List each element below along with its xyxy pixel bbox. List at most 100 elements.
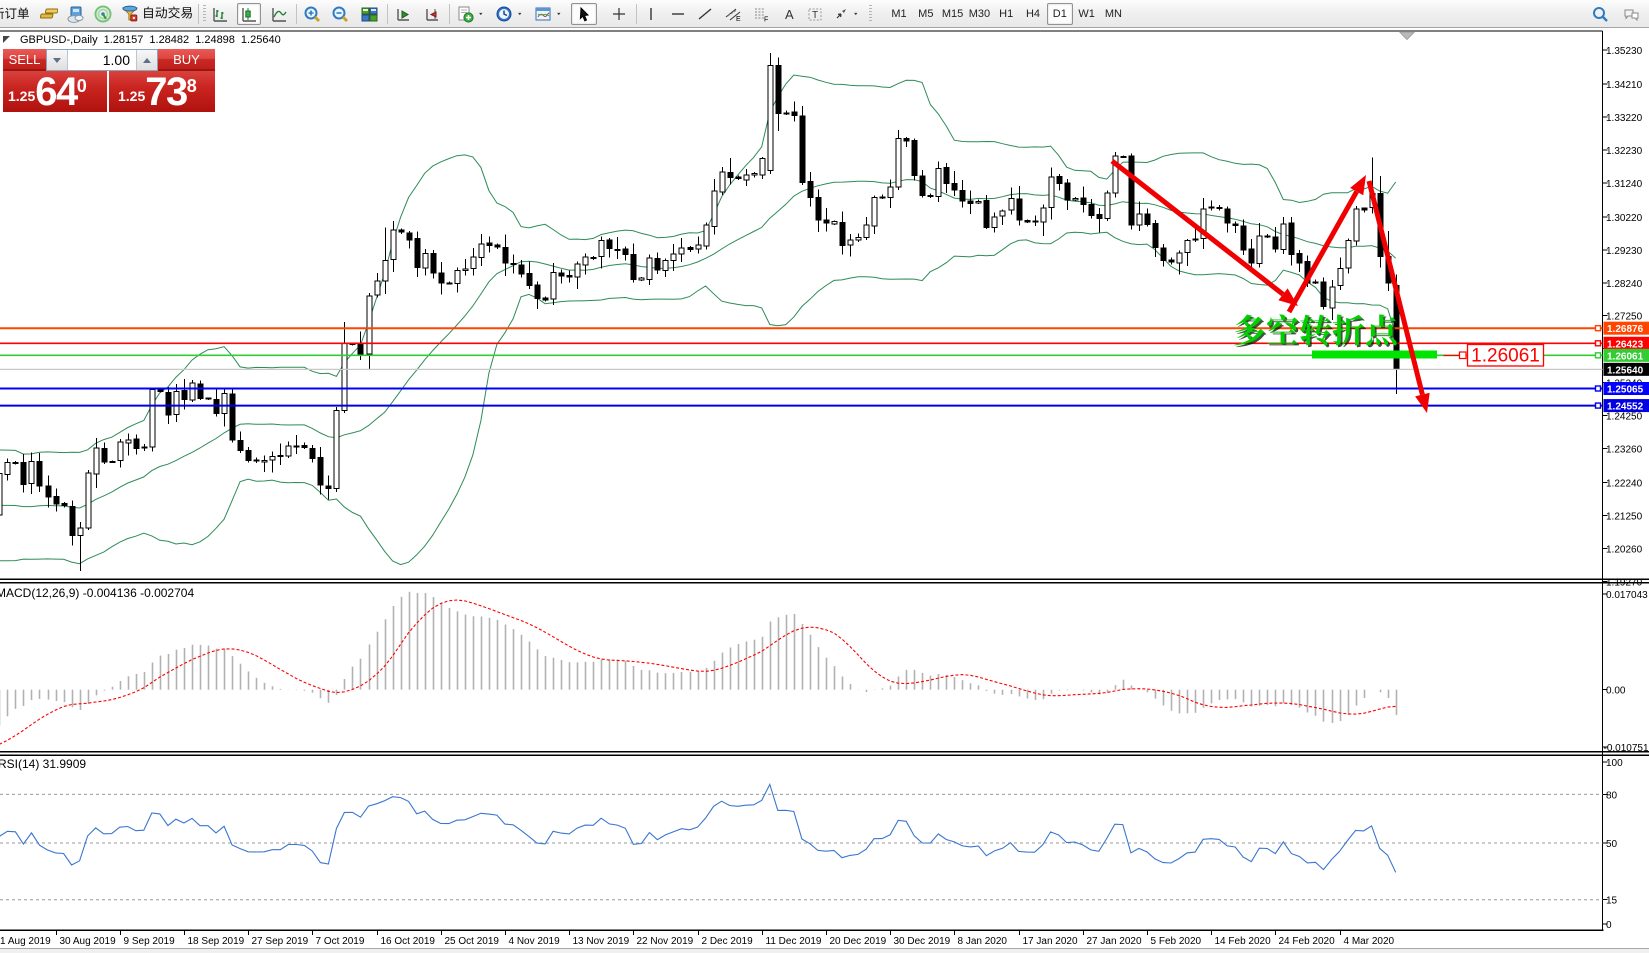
callout-box[interactable] xyxy=(1466,343,1545,367)
zoom-in-button[interactable] xyxy=(300,3,324,25)
candle-body[interactable] xyxy=(879,196,886,199)
candle-body[interactable] xyxy=(1024,219,1031,223)
candle-body[interactable] xyxy=(133,438,140,449)
vertical-line-button[interactable] xyxy=(640,3,662,25)
new-order-button[interactable] xyxy=(0,3,42,25)
timeframe-W1-button[interactable]: W1 xyxy=(1078,8,1095,20)
candle-body[interactable] xyxy=(1160,247,1167,261)
chat-button[interactable] xyxy=(1618,3,1644,25)
timeframe-M30-button[interactable]: M30 xyxy=(968,8,991,20)
candle-body[interactable] xyxy=(1272,236,1279,250)
candle-body[interactable] xyxy=(85,472,92,529)
candle-body[interactable] xyxy=(1064,182,1071,201)
candle-body[interactable] xyxy=(301,444,308,449)
arrows-button[interactable] xyxy=(830,3,852,25)
timeframe-H1-button[interactable]: H1 xyxy=(999,8,1014,20)
fibonacci-button[interactable]: F xyxy=(750,3,772,25)
candle-body[interactable] xyxy=(807,181,814,199)
timeframe-M15-button[interactable]: M15 xyxy=(941,8,964,20)
timeframe-H4-button[interactable]: H4 xyxy=(1025,8,1041,20)
candle-body[interactable] xyxy=(518,264,525,275)
candle-body[interactable] xyxy=(1104,192,1111,220)
candle-body[interactable] xyxy=(446,282,453,285)
candle-body[interactable] xyxy=(382,259,389,282)
candle-body[interactable] xyxy=(0,473,3,516)
candle-body[interactable] xyxy=(935,168,942,197)
candle-body[interactable] xyxy=(245,450,252,462)
candle-body[interactable] xyxy=(1096,213,1103,219)
candle-body[interactable] xyxy=(470,256,477,270)
candle-body[interactable] xyxy=(1232,223,1239,226)
text-label-button[interactable]: T xyxy=(804,3,826,25)
trend-arrow-line[interactable] xyxy=(1110,159,1285,297)
candle-body[interactable] xyxy=(117,441,124,462)
candle-body[interactable] xyxy=(414,238,421,268)
candle-body[interactable] xyxy=(534,284,541,299)
periods-caret[interactable] xyxy=(516,3,528,25)
trendline-button[interactable] xyxy=(694,3,716,25)
cursor-button[interactable] xyxy=(571,3,597,25)
candle-body[interactable] xyxy=(253,459,260,462)
candle-body[interactable] xyxy=(1240,225,1247,251)
candle-body[interactable] xyxy=(1120,155,1127,158)
candle-body[interactable] xyxy=(309,447,316,460)
highlight-rect[interactable] xyxy=(1312,350,1437,359)
candle-body[interactable] xyxy=(1176,252,1183,264)
candle-body[interactable] xyxy=(711,190,718,227)
candle-body[interactable] xyxy=(325,485,332,490)
candle-body[interactable] xyxy=(887,186,894,199)
candle-body[interactable] xyxy=(1224,208,1231,224)
candle-body[interactable] xyxy=(101,448,108,463)
toolbar-drag-handle[interactable] xyxy=(203,5,206,23)
toolbar-drag-handle[interactable] xyxy=(869,5,872,23)
hline-handle[interactable] xyxy=(1594,352,1602,359)
timeframe-MN-button[interactable]: MN xyxy=(1104,8,1122,20)
templates-caret[interactable] xyxy=(555,3,567,25)
candle-body[interactable] xyxy=(839,221,846,246)
periods-button[interactable] xyxy=(492,3,516,25)
candle-body[interactable] xyxy=(36,460,43,487)
candle-body[interactable] xyxy=(831,220,838,225)
candle-body[interactable] xyxy=(967,200,974,205)
candle-body[interactable] xyxy=(630,253,637,280)
timeframe-M5-button[interactable]: M5 xyxy=(918,8,934,20)
candle-body[interactable] xyxy=(157,389,164,392)
candle-body[interactable] xyxy=(197,383,204,399)
collapse-one-click-icon[interactable] xyxy=(3,36,10,43)
candle-body[interactable] xyxy=(727,172,734,179)
candle-body[interactable] xyxy=(582,256,589,266)
autotrade-button[interactable] xyxy=(120,3,194,25)
candle-body[interactable] xyxy=(1280,223,1287,251)
candle-body[interactable] xyxy=(1288,222,1295,255)
zoom-out-button[interactable] xyxy=(328,3,352,25)
timeframe-M1-button[interactable]: M1 xyxy=(891,8,907,20)
trend-arrow-line[interactable] xyxy=(1366,180,1425,396)
candle-body[interactable] xyxy=(815,196,822,221)
candle-body[interactable] xyxy=(486,242,493,246)
candle-body[interactable] xyxy=(943,167,950,185)
candle-body[interactable] xyxy=(622,248,629,255)
candle-body[interactable] xyxy=(735,176,742,180)
candle-body[interactable] xyxy=(406,232,413,241)
candle-body[interactable] xyxy=(871,197,878,227)
candle-body[interactable] xyxy=(695,244,702,250)
candle-body[interactable] xyxy=(1329,286,1336,309)
candle-body[interactable] xyxy=(494,244,501,248)
candle-body[interactable] xyxy=(317,457,324,486)
buy-price-button[interactable]: 1.25 73 8 xyxy=(109,71,215,112)
sell-price-button[interactable]: 1.25 64 0 xyxy=(3,71,107,112)
candle-body[interactable] xyxy=(759,158,766,176)
candle-body[interactable] xyxy=(743,174,750,181)
hline-handle[interactable] xyxy=(1594,402,1602,409)
candle-body[interactable] xyxy=(1008,198,1015,211)
candle-body[interactable] xyxy=(1080,197,1087,206)
candle-body[interactable] xyxy=(1144,213,1151,225)
candle-body[interactable] xyxy=(430,253,437,274)
candle-body[interactable] xyxy=(662,259,669,271)
candle-body[interactable] xyxy=(791,111,798,116)
auto-scroll-button[interactable] xyxy=(391,3,415,25)
indicators-caret[interactable] xyxy=(477,3,489,25)
candle-body[interactable] xyxy=(189,382,196,401)
candle-body[interactable] xyxy=(1088,203,1095,217)
candle-body[interactable] xyxy=(1216,207,1223,210)
